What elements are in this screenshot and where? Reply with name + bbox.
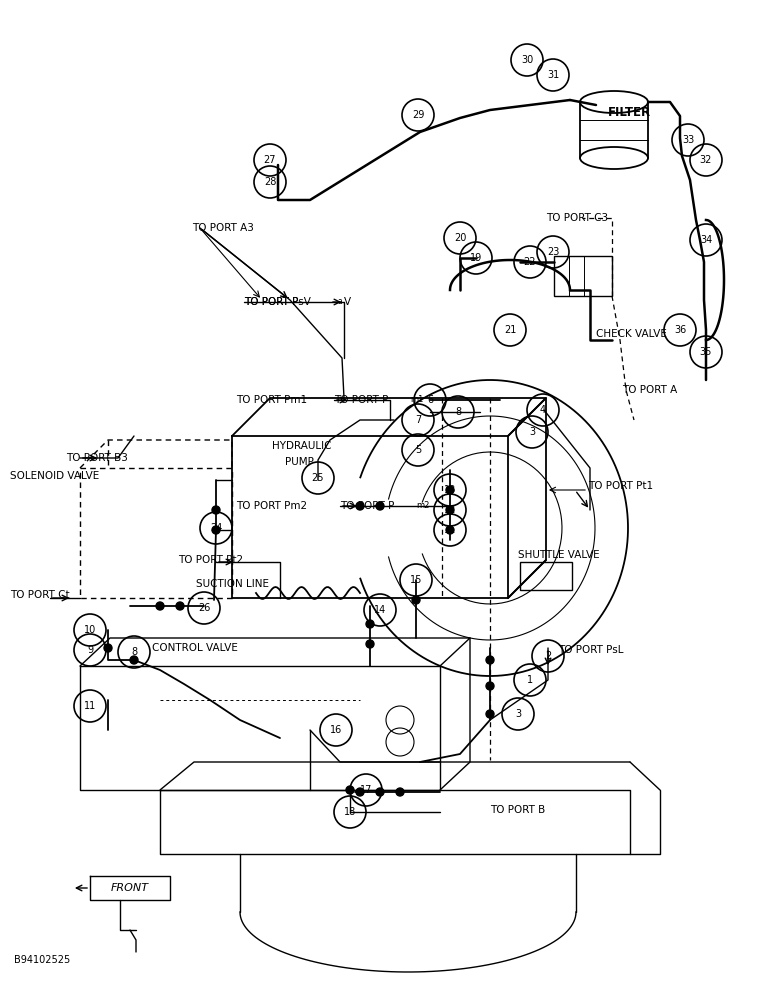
Circle shape	[366, 620, 374, 628]
Text: 21: 21	[504, 325, 516, 335]
Text: 22: 22	[523, 257, 537, 267]
Circle shape	[376, 502, 384, 510]
Text: 11: 11	[84, 701, 96, 711]
Circle shape	[376, 788, 384, 796]
Circle shape	[446, 506, 454, 514]
Bar	[554, 256, 612, 296]
Text: TO PORT A3: TO PORT A3	[192, 223, 254, 233]
Text: TO PORT Pt2: TO PORT Pt2	[178, 555, 243, 565]
Text: 25: 25	[312, 473, 324, 483]
Text: TO PORT PsV: TO PORT PsV	[244, 297, 311, 307]
Text: TO PORT Pm1: TO PORT Pm1	[236, 395, 307, 405]
Text: 32: 32	[699, 155, 713, 165]
Text: TO PORT C3: TO PORT C3	[546, 213, 608, 223]
Text: TO PORT Pt1: TO PORT Pt1	[588, 481, 653, 491]
Text: 29: 29	[411, 110, 424, 120]
Text: TO PORT Pm2: TO PORT Pm2	[236, 501, 307, 511]
Text: SUCTION LINE: SUCTION LINE	[196, 579, 269, 589]
Circle shape	[446, 486, 454, 494]
Text: 4: 4	[540, 405, 546, 415]
Text: 7: 7	[415, 415, 421, 425]
Text: 14: 14	[374, 605, 386, 615]
Text: m1: m1	[410, 395, 423, 404]
Text: TO PORT P: TO PORT P	[340, 501, 394, 511]
Text: 27: 27	[264, 155, 276, 165]
Circle shape	[346, 786, 354, 794]
Text: CHECK VALVE: CHECK VALVE	[596, 329, 667, 339]
Text: a: a	[338, 298, 343, 306]
Text: 23: 23	[547, 247, 559, 257]
Text: TO PORT P: TO PORT P	[334, 395, 388, 405]
Circle shape	[486, 656, 494, 664]
Text: 28: 28	[264, 177, 276, 187]
Text: 24: 24	[210, 523, 222, 533]
Text: 26: 26	[198, 603, 210, 613]
Text: 3: 3	[529, 427, 535, 437]
Circle shape	[156, 602, 164, 610]
Circle shape	[130, 656, 138, 664]
Circle shape	[356, 502, 364, 510]
Circle shape	[212, 506, 220, 514]
Text: 8: 8	[131, 647, 137, 657]
Text: 18: 18	[344, 807, 356, 817]
Text: 10: 10	[84, 625, 96, 635]
Text: 20: 20	[454, 233, 466, 243]
Circle shape	[396, 788, 404, 796]
Text: 33: 33	[682, 135, 694, 145]
Text: FILTER: FILTER	[608, 105, 651, 118]
Text: TO PORT Ct: TO PORT Ct	[10, 590, 69, 600]
Text: CONTROL VALVE: CONTROL VALVE	[152, 643, 238, 653]
Text: 5: 5	[415, 445, 421, 455]
Text: 12: 12	[444, 505, 456, 515]
Text: 19: 19	[470, 253, 482, 263]
Text: PUMP: PUMP	[285, 457, 314, 467]
Text: HYDRAULIC: HYDRAULIC	[272, 441, 331, 451]
Text: m2: m2	[416, 502, 429, 510]
Text: 3: 3	[515, 709, 521, 719]
Text: 6: 6	[427, 395, 433, 405]
Circle shape	[212, 526, 220, 534]
Text: SOLENOID VALVE: SOLENOID VALVE	[10, 471, 100, 481]
Circle shape	[176, 602, 184, 610]
Text: 31: 31	[547, 70, 559, 80]
Text: 16: 16	[330, 725, 342, 735]
Text: TO PORT B: TO PORT B	[490, 805, 545, 815]
Circle shape	[486, 710, 494, 718]
Text: 15: 15	[410, 575, 422, 585]
Text: TO PORT P: TO PORT P	[244, 297, 298, 307]
Text: 17: 17	[360, 785, 372, 795]
Text: 35: 35	[699, 347, 713, 357]
Text: 9: 9	[87, 645, 93, 655]
Text: B94102525: B94102525	[14, 955, 70, 965]
Text: 34: 34	[700, 235, 712, 245]
Text: FRONT: FRONT	[111, 883, 149, 893]
Circle shape	[446, 526, 454, 534]
Text: 30: 30	[521, 55, 533, 65]
Circle shape	[412, 596, 420, 604]
Text: 2: 2	[545, 651, 551, 661]
Bar	[520, 562, 572, 590]
Text: TO PORT PsL: TO PORT PsL	[558, 645, 624, 655]
Circle shape	[104, 644, 112, 652]
Text: 11: 11	[444, 525, 456, 535]
Circle shape	[356, 788, 364, 796]
Text: TO PORT B3: TO PORT B3	[66, 453, 128, 463]
Text: V: V	[344, 297, 351, 307]
Circle shape	[366, 640, 374, 648]
Circle shape	[486, 682, 494, 690]
Text: 36: 36	[674, 325, 686, 335]
Text: 8: 8	[455, 407, 461, 417]
Text: 13: 13	[444, 485, 456, 495]
Text: 1: 1	[527, 675, 533, 685]
Text: TO PORT A: TO PORT A	[622, 385, 677, 395]
Text: SHUTTLE VALVE: SHUTTLE VALVE	[518, 550, 600, 560]
